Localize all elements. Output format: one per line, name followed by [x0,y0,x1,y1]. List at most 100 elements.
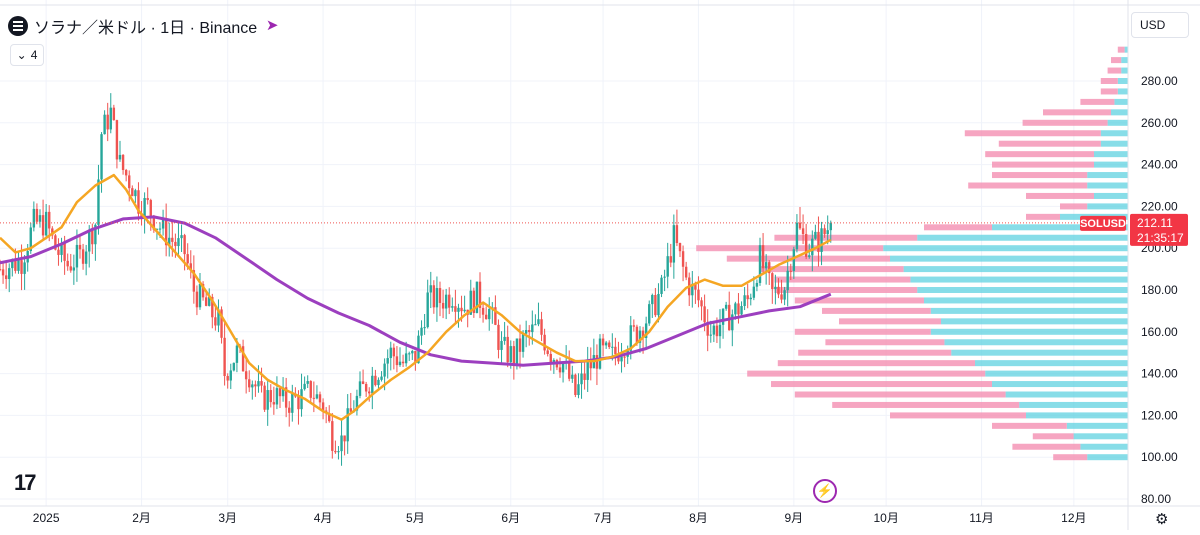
candle-body [654,294,657,316]
candle-body [709,334,712,336]
candle-body [54,235,57,250]
candle-body [272,402,276,405]
candle-body [746,295,749,300]
candle-body [472,290,476,313]
candle-body [460,307,463,312]
symbol-header[interactable]: ソラナ／米ドル · 1日 · Binance ➤ [8,12,281,40]
candle-body [263,385,266,410]
x-tick-label: 2月 [132,511,151,525]
candle-body [601,338,605,346]
candle-body [546,350,549,354]
vp-sell-bar [1012,443,1081,450]
vp-sell-bar [794,297,924,304]
vp-buy-bar [1111,109,1128,116]
vp-buy-bar [910,276,1128,283]
candle-body [537,319,540,325]
candle-body [309,381,312,398]
tradingview-logo-icon[interactable]: 17 [14,470,37,495]
candle-body [441,302,445,309]
candle-body [534,324,537,326]
candle-body [97,179,100,225]
gear-icon[interactable]: ⚙ [1155,511,1169,528]
candle-body [721,308,725,325]
candle-body [771,273,774,290]
candle-body [604,342,608,346]
symbol-tag-label: SOLUSD [1080,218,1126,230]
candle-body [758,245,762,283]
candle-body [500,340,503,350]
share-icon[interactable]: ➤ [265,17,279,34]
vp-sell-bar [992,422,1067,429]
candle-body [321,402,325,411]
candle-body [761,245,765,269]
candle-body [623,356,626,358]
candle-body [672,225,676,263]
candle-body [398,361,402,366]
candle-body [63,243,66,261]
currency-label: USD [1140,18,1166,32]
candle-body [229,370,232,381]
candle-body [521,333,525,352]
currency-selector[interactable]: USD [1131,12,1189,38]
vp-buy-bar [1124,46,1128,53]
vp-buy-bar [1100,130,1128,137]
candle-body [749,297,752,300]
vp-sell-bar [1100,78,1118,84]
candle-body [515,338,519,365]
candle-body [328,413,331,422]
symbol-title[interactable]: ソラナ／米ドル · 1日 · Binance [34,20,258,37]
candle-body [386,358,389,364]
candle-body [208,296,211,306]
y-tick-label: 240.00 [1141,158,1178,172]
chevron-down-icon: ⌄ [16,48,27,62]
candle-body [297,396,300,410]
moving-averages [0,173,832,421]
candle-body [91,229,94,245]
candle-body [11,259,14,269]
candle-body [29,227,32,252]
candle-body [638,330,642,343]
candle-body [32,208,36,228]
candle-body [531,324,534,333]
candle-body [675,225,679,244]
vp-sell-bar [822,307,931,314]
candle-body [657,293,660,316]
price-tag-bg [1130,213,1188,246]
candle-body [137,190,140,214]
candle-body [112,107,116,121]
vp-buy-bar [930,328,1128,335]
candle-body [158,228,162,230]
candle-body [811,238,814,256]
candle-body [337,451,340,453]
vp-buy-bar [883,245,1128,252]
candle-body [340,435,343,452]
x-tick-label: 3月 [218,511,237,525]
candle-body [164,218,168,246]
vp-buy-bar [1005,391,1128,398]
candle-body [804,233,808,257]
x-tick-label: 11月 [969,511,993,525]
candle-body [198,284,202,308]
candle-body [88,229,91,252]
vp-buy-bar [1094,151,1128,158]
candle-body [109,107,112,130]
candle-body [404,353,408,364]
candle-body [331,421,334,451]
candle-body [51,228,54,236]
candle-body [463,309,466,312]
candle-body [44,211,48,236]
flash-icon[interactable]: ⚡ [813,479,837,503]
candle-body [180,235,183,239]
candle-body [641,330,645,338]
vp-buy-bar [992,381,1128,388]
collapse-indicators-button[interactable]: ⌄ 4 [10,44,44,66]
candle-body [475,281,479,313]
candle-body [448,294,451,308]
candle-body [291,393,294,413]
vp-buy-bar [890,255,1128,262]
candle-body [808,255,811,257]
candle-body [118,154,122,160]
vp-buy-bar [1087,454,1128,461]
